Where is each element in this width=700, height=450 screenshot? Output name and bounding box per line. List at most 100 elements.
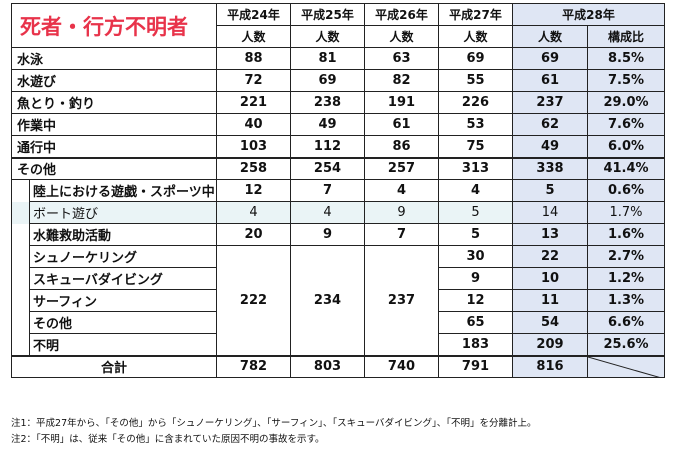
total-value: 803 — [290, 354, 365, 378]
cell-ratio: 6.6% — [587, 311, 665, 334]
row-label: スキューバダイビング — [29, 267, 217, 290]
table-row: 水難救助活動 20 9 7 5 13 1.6% — [11, 223, 665, 246]
statistics-table-container: 死者・行方不明者 平成24年 平成25年 平成26年 平成27年 平成28年 人… — [11, 3, 665, 378]
table-row: スキューバダイビング 9 10 1.2% — [11, 267, 665, 290]
cell-value: 4 — [438, 179, 513, 202]
cell-ratio: 41.4% — [587, 156, 665, 180]
cell-value: 5 — [512, 179, 588, 202]
cell-ratio: 1.2% — [587, 267, 665, 290]
row-label: その他 — [29, 311, 217, 334]
cell-value: 7 — [290, 179, 365, 202]
row-label: 水遊び — [11, 69, 217, 92]
cell-value: 10 — [512, 267, 588, 290]
table-row: 魚とり・釣り 221 238 191 226 237 29.0% — [11, 91, 665, 114]
indent-gutter — [11, 289, 30, 312]
cell-value: 61 — [512, 69, 588, 92]
total-label: 合計 — [11, 354, 217, 378]
cell-ratio: 7.6% — [587, 113, 665, 136]
cell-value: 13 — [512, 223, 588, 246]
year-header-h27: 平成27年 — [438, 3, 513, 26]
cell-value: 238 — [290, 91, 365, 114]
footnote-1: 注1：平成27年から、「その他」から「シュノーケリング」、「サーフィン」、「スキ… — [11, 418, 537, 429]
table-row: 作業中 40 49 61 53 62 7.6% — [11, 113, 665, 136]
table-row: 不明 183 209 25.6% — [11, 333, 665, 356]
cell-value: 53 — [438, 113, 513, 136]
table-title: 死者・行方不明者 — [11, 3, 217, 48]
cell-value: 103 — [216, 135, 291, 158]
table-row: 水遊び 72 69 82 55 61 7.5% — [11, 69, 665, 92]
table-row: 陸上における遊戯・スポーツ中 12 7 4 4 5 0.6% — [11, 179, 665, 202]
cell-value: 5 — [438, 201, 513, 224]
cell-value: 4 — [216, 201, 291, 224]
cell-value: 22 — [512, 245, 588, 268]
cell-ratio: 1.6% — [587, 223, 665, 246]
count-header: 人数 — [216, 25, 291, 48]
row-label: サーフィン — [29, 289, 217, 312]
year-header-h25: 平成25年 — [290, 3, 365, 26]
cell-value: 183 — [438, 333, 513, 356]
table-row: ボート遊び 4 4 9 5 14 1.7% — [11, 201, 665, 224]
cell-value: 9 — [290, 223, 365, 246]
merged-value-h25: 234 — [290, 245, 365, 356]
total-value: 782 — [216, 354, 291, 378]
cell-value: 20 — [216, 223, 291, 246]
row-label: 不明 — [29, 333, 217, 356]
cell-value: 5 — [438, 223, 513, 246]
cell-value: 221 — [216, 91, 291, 114]
cell-value: 209 — [512, 333, 588, 356]
cell-value: 69 — [290, 69, 365, 92]
cell-value: 12 — [216, 179, 291, 202]
total-row: 合計 782 803 740 791 816 — [11, 354, 665, 378]
cell-ratio: 29.0% — [587, 91, 665, 114]
cell-ratio: 7.5% — [587, 69, 665, 92]
cell-ratio: 25.6% — [587, 333, 665, 356]
cell-value: 12 — [438, 289, 513, 312]
cell-value: 81 — [290, 47, 365, 70]
indent-gutter — [11, 245, 30, 268]
total-value: 816 — [512, 354, 588, 378]
statistics-table: 死者・行方不明者 平成24年 平成25年 平成26年 平成27年 平成28年 人… — [11, 3, 665, 378]
indent-gutter — [11, 201, 30, 224]
cell-value: 258 — [216, 156, 291, 180]
table-row: その他 258 254 257 313 338 41.4% — [11, 156, 665, 180]
footnotes: 注1：平成27年から、「その他」から「シュノーケリング」、「サーフィン」、「スキ… — [11, 416, 537, 448]
count-header: 人数 — [364, 25, 439, 48]
year-header-h26: 平成26年 — [364, 3, 439, 26]
indent-gutter — [11, 311, 30, 334]
cell-value: 55 — [438, 69, 513, 92]
cell-ratio: 2.7% — [587, 245, 665, 268]
table-row: 通行中 103 112 86 75 49 6.0% — [11, 135, 665, 158]
row-label: 水泳 — [11, 47, 217, 70]
cell-value: 112 — [290, 135, 365, 158]
year-header-h28: 平成28年 — [512, 3, 665, 26]
cell-value: 191 — [364, 91, 439, 114]
count-header: 人数 — [290, 25, 365, 48]
cell-ratio: 0.6% — [587, 179, 665, 202]
row-label: シュノーケリング — [29, 245, 217, 268]
cell-value: 254 — [290, 156, 365, 180]
cell-value: 54 — [512, 311, 588, 334]
table-row: シュノーケリング 222 234 237 30 22 2.7% — [11, 245, 665, 356]
indent-gutter — [11, 179, 30, 202]
indent-gutter — [11, 267, 30, 290]
cell-value: 62 — [512, 113, 588, 136]
cell-value: 257 — [364, 156, 439, 180]
cell-value: 40 — [216, 113, 291, 136]
cell-value: 86 — [364, 135, 439, 158]
diagonal-line — [589, 357, 660, 377]
year-header-h24: 平成24年 — [216, 3, 291, 26]
cell-value: 4 — [364, 179, 439, 202]
cell-ratio: 6.0% — [587, 135, 665, 158]
row-label: その他 — [11, 156, 217, 180]
cell-value: 72 — [216, 69, 291, 92]
cell-ratio: 1.7% — [587, 201, 665, 224]
count-header: 人数 — [512, 25, 588, 48]
cell-value: 7 — [364, 223, 439, 246]
cell-value: 65 — [438, 311, 513, 334]
total-value: 791 — [438, 354, 513, 378]
cell-value: 82 — [364, 69, 439, 92]
cell-value: 49 — [290, 113, 365, 136]
cell-value: 14 — [512, 201, 588, 224]
cell-value: 75 — [438, 135, 513, 158]
total-value: 740 — [364, 354, 439, 378]
